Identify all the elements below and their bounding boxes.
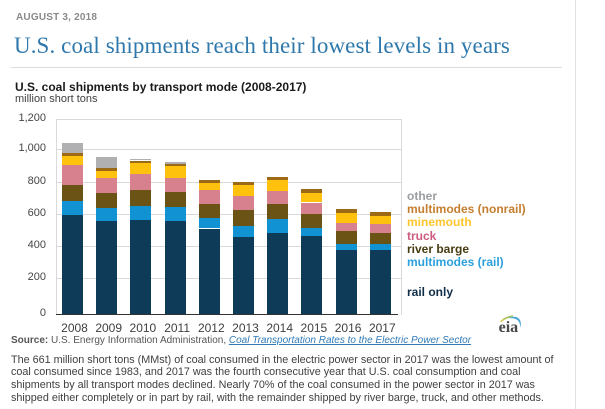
svg-text:eia: eia: [499, 319, 519, 336]
